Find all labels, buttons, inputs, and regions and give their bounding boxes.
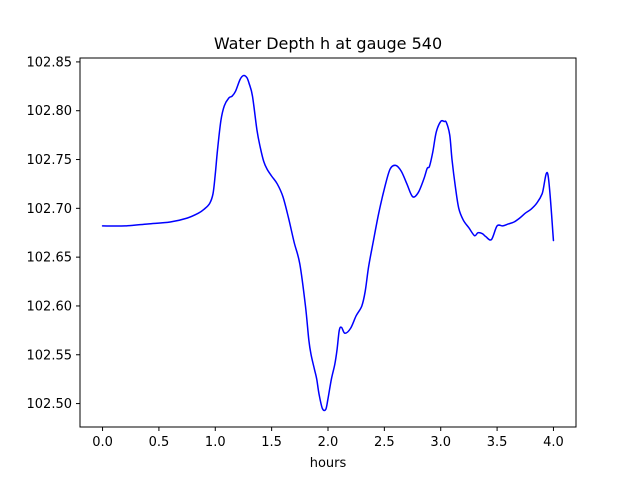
y-tick-label: 102.50 xyxy=(27,397,73,412)
series-layer xyxy=(101,74,555,412)
y-tick-label: 102.55 xyxy=(27,348,73,363)
x-tick-label: 3.0 xyxy=(430,435,451,450)
x-tick-label: 3.5 xyxy=(487,435,508,450)
y-tick-label: 102.60 xyxy=(27,299,73,314)
x-tick-label: 4.0 xyxy=(543,435,564,450)
y-tick-label: 102.85 xyxy=(27,55,73,70)
x-tick-label: 2.5 xyxy=(374,435,395,450)
y-tick-label: 102.70 xyxy=(27,202,73,217)
y-tick-label: 102.80 xyxy=(27,104,73,119)
x-tick-label: 1.0 xyxy=(205,435,226,450)
x-tick-label: 1.5 xyxy=(261,435,282,450)
plot-frame xyxy=(79,57,577,428)
x-tick-label: 0.5 xyxy=(149,435,170,450)
x-axis-ticks: 0.0 0.5 1.0 1.5 2.0 2.5 3.0 3.5 4.0 xyxy=(92,427,564,450)
series-line xyxy=(101,74,555,412)
y-axis-ticks: 102.50 102.55 102.60 102.65 102.70 102.75 102.… xyxy=(27,55,80,412)
x-tick-label: 2.0 xyxy=(318,435,339,450)
chart-title: Water Depth h at gauge 540 xyxy=(214,34,442,53)
x-axis-label: hours xyxy=(310,456,347,471)
y-tick-label: 102.75 xyxy=(27,153,73,168)
y-tick-label: 102.65 xyxy=(27,251,73,266)
x-tick-label: 0.0 xyxy=(92,435,113,450)
plot-area xyxy=(80,58,576,427)
